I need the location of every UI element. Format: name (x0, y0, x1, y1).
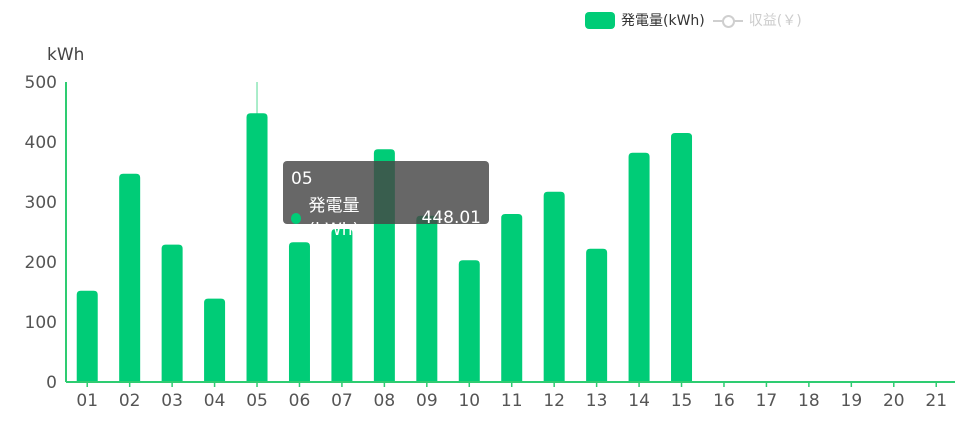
bar (628, 152, 650, 382)
x-tick-label: 18 (798, 391, 820, 411)
bar (458, 260, 480, 382)
x-tick-label: 13 (586, 391, 608, 411)
bar (671, 133, 693, 382)
x-tick-label: 17 (756, 391, 778, 411)
x-tick-label: 16 (713, 391, 735, 411)
x-tick-label: 11 (501, 391, 523, 411)
x-tick-label: 20 (883, 391, 905, 411)
legend: 発電量(kWh) 収益(￥) (585, 10, 810, 30)
tooltip-series-label: 発電量(kWh)： (308, 196, 377, 240)
x-tick-label: 07 (331, 391, 353, 411)
x-tick-label: 02 (119, 391, 141, 411)
x-tick-label: 21 (925, 391, 947, 411)
bar (119, 173, 141, 382)
x-tick-label: 01 (76, 391, 98, 411)
legend-label-generation: 発電量(kWh) (621, 13, 705, 29)
x-tick-label: 04 (204, 391, 226, 411)
x-tick-label: 10 (458, 391, 480, 411)
tooltip-row: 発電量(kWh)： 448.01 (291, 194, 481, 242)
tooltip: 05 発電量(kWh)： 448.01 (283, 161, 489, 240)
x-tick-label: 03 (161, 391, 183, 411)
bar (586, 248, 608, 382)
bar (246, 113, 268, 382)
x-tick-label: 06 (289, 391, 311, 411)
bar (161, 244, 183, 382)
x-tick-label: 15 (671, 391, 693, 411)
y-tick-label: 100 (25, 313, 57, 333)
legend-item-generation[interactable]: 発電量(kWh) (585, 10, 705, 30)
y-tick-label: 400 (25, 133, 57, 153)
bar (76, 290, 98, 382)
bar (204, 298, 226, 382)
bar (288, 242, 310, 382)
x-tick-label: 19 (841, 391, 863, 411)
x-tick-label: 08 (374, 391, 396, 411)
tooltip-value: 448.01 (421, 208, 481, 228)
bar (501, 214, 523, 382)
y-tick-label: 300 (25, 193, 57, 213)
legend-item-revenue[interactable]: 収益(￥) (712, 10, 802, 30)
y-axis-unit-label: kWh (47, 45, 84, 65)
bar (543, 191, 565, 382)
y-tick-label: 500 (25, 73, 57, 93)
legend-line-marker-icon (712, 12, 743, 29)
tooltip-series-dot-icon (291, 212, 302, 224)
tooltip-category: 05 (291, 169, 313, 189)
legend-swatch-generation (585, 11, 615, 29)
bar (416, 215, 438, 382)
x-tick-label: 05 (246, 391, 268, 411)
legend-label-revenue: 収益(￥) (748, 13, 802, 29)
x-tick-label: 12 (543, 391, 565, 411)
y-tick-label: 0 (46, 373, 57, 393)
x-tick-label: 14 (628, 391, 650, 411)
bar (331, 229, 353, 382)
y-tick-label: 200 (25, 253, 57, 273)
x-tick-label: 09 (416, 391, 438, 411)
